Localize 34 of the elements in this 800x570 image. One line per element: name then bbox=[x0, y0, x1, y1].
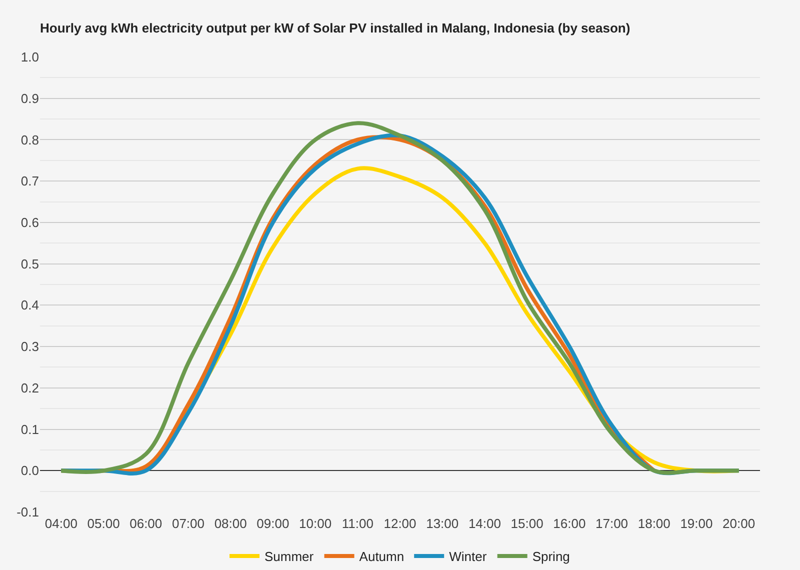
x-tick-label: 05:00 bbox=[87, 516, 120, 531]
y-tick-label: 0.1 bbox=[20, 422, 39, 437]
x-tick-label: 17:00 bbox=[595, 516, 628, 531]
x-tick-label: 18:00 bbox=[638, 516, 670, 531]
x-tick-label: 04:00 bbox=[44, 516, 78, 531]
x-tick-label: 06:00 bbox=[130, 516, 162, 531]
y-tick-label: 0.8 bbox=[20, 132, 39, 148]
x-tick-label: 14:00 bbox=[468, 516, 501, 531]
x-tick-label: 19:00 bbox=[680, 516, 713, 531]
y-tick-label: 0.5 bbox=[20, 256, 39, 272]
y-tick-label: -0.1 bbox=[16, 504, 39, 520]
x-tick-label: 20:00 bbox=[722, 516, 756, 531]
legend-label: Winter bbox=[449, 549, 488, 564]
chart-title: Hourly avg kWh electricity output per kW of Solar PV installed in Malang, Indonesia (by season) bbox=[40, 20, 630, 36]
y-tick-label: 0.0 bbox=[20, 463, 39, 478]
y-tick-label: 0.4 bbox=[20, 298, 39, 313]
x-tick-label: 07:00 bbox=[172, 516, 205, 531]
x-tick-label: 13:00 bbox=[426, 516, 459, 531]
x-tick-label: 15:00 bbox=[510, 516, 544, 531]
x-tick-label: 12:00 bbox=[384, 516, 416, 531]
y-tick-label: 1.0 bbox=[20, 50, 39, 65]
legend-label: Spring bbox=[532, 549, 570, 564]
x-tick-label: 16:00 bbox=[553, 516, 586, 531]
x-tick-label: 08:00 bbox=[214, 516, 247, 531]
x-tick-label: 11:00 bbox=[342, 516, 374, 531]
y-tick-label: 0.6 bbox=[20, 215, 39, 230]
legend-label: Autumn bbox=[359, 549, 404, 564]
y-tick-label: 0.2 bbox=[20, 380, 39, 396]
y-tick-label: 0.7 bbox=[20, 174, 39, 189]
x-tick-label: 09:00 bbox=[256, 516, 290, 531]
x-tick-label: 10:00 bbox=[299, 516, 332, 531]
y-tick-label: 0.3 bbox=[20, 339, 39, 354]
legend-label: Summer bbox=[264, 549, 314, 564]
y-tick-label: 0.9 bbox=[20, 90, 39, 106]
